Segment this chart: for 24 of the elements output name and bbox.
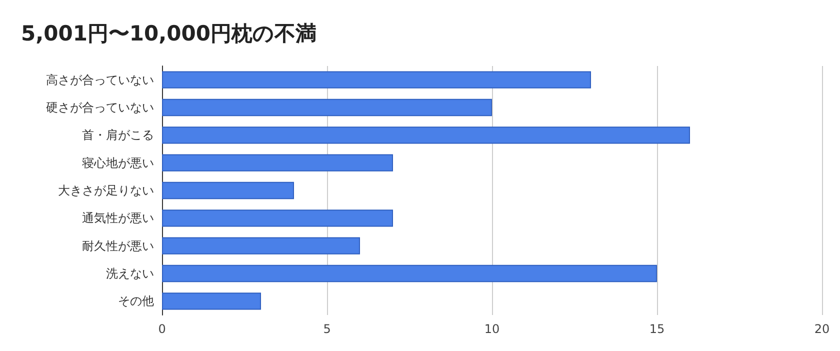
x-tick-label: 20 xyxy=(814,322,830,336)
bar xyxy=(162,182,294,200)
bar xyxy=(162,264,657,282)
chart-title: 5,001円〜10,000円枕の不満 xyxy=(21,22,316,46)
bar xyxy=(162,237,360,254)
y-tick-label: 硬さが合っていない xyxy=(46,100,154,114)
bar xyxy=(162,126,690,144)
x-tick-label: 15 xyxy=(649,322,665,336)
y-tick-label: 大きさが足りない xyxy=(58,184,154,198)
y-tick-label: 洗えない xyxy=(106,266,154,280)
x-tick-label: 5 xyxy=(323,322,331,336)
bar xyxy=(162,71,591,88)
x-tick-label: 0 xyxy=(158,322,166,336)
y-tick-label: 通気性が悪い xyxy=(82,211,154,226)
y-tick-label: その他 xyxy=(118,294,154,308)
x-tick-label: 10 xyxy=(484,322,500,336)
y-tick-label: 寝心地が悪い xyxy=(82,156,154,170)
bar xyxy=(162,98,492,116)
bar xyxy=(162,210,393,227)
bar xyxy=(162,154,393,172)
y-tick-label: 高さが合っていない xyxy=(46,72,154,87)
bar xyxy=(162,292,261,310)
y-tick-label: 首・肩がこる xyxy=(82,128,154,142)
y-tick-label: 耐久性が悪い xyxy=(82,238,154,253)
